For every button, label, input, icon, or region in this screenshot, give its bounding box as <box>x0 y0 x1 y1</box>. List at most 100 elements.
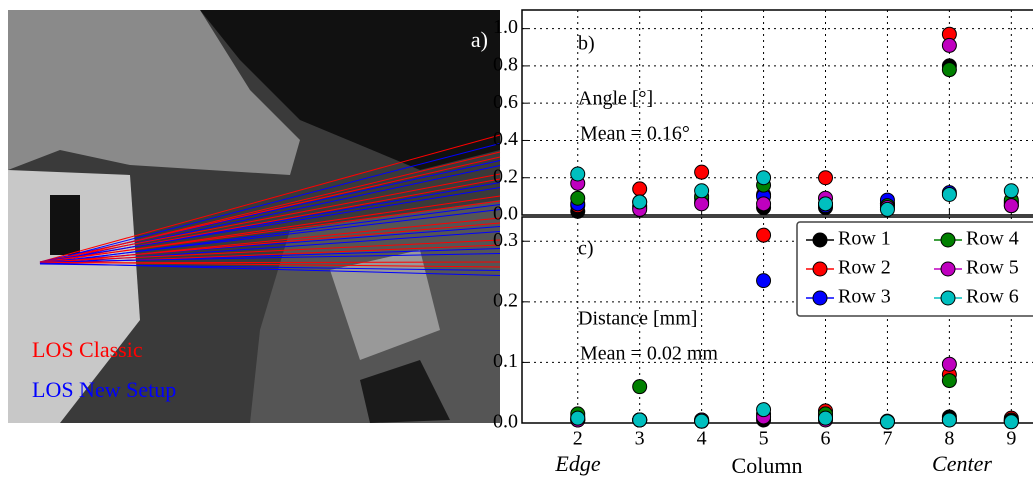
x-tick-label: 5 <box>759 428 769 450</box>
x-tick-label: 6 <box>821 428 831 450</box>
legend-label: Row 4 <box>966 228 1019 250</box>
legend-label: Row 1 <box>838 228 891 250</box>
legend-marker <box>940 261 956 277</box>
x-end-label: Center <box>932 451 992 476</box>
data-point <box>941 37 957 53</box>
data-point <box>941 62 957 78</box>
panel-label: a) <box>471 27 488 52</box>
data-point <box>1003 414 1019 430</box>
legend-label: Row 2 <box>838 257 891 279</box>
data-point <box>879 414 895 430</box>
x-tick-label: 2 <box>573 428 583 450</box>
data-point <box>1003 183 1019 199</box>
y-tick-label: 0.2 <box>493 289 518 311</box>
y-tick-label: 0.4 <box>493 128 518 150</box>
los-line <box>39 261 501 268</box>
data-point <box>941 356 957 372</box>
legend-label: LOS Classic <box>32 337 143 362</box>
image-shape <box>330 250 440 360</box>
chart: 2 3 4 5 6 7 8 9 0.0 0.1 0.2 0.3 <box>493 216 1033 450</box>
data-point <box>694 196 710 212</box>
los-lines <box>39 134 501 276</box>
data-point <box>632 412 648 428</box>
data-point <box>694 183 710 199</box>
data-point <box>818 196 834 212</box>
data-point <box>632 379 648 395</box>
data-point <box>570 166 586 182</box>
chart: 0.0 0.2 0.4 0.6 0.8 1.0 <box>493 9 1033 225</box>
data-point <box>756 196 772 212</box>
data-point <box>941 187 957 202</box>
data-point <box>756 402 772 418</box>
image-shape <box>50 195 80 255</box>
axes-frame <box>521 9 1033 216</box>
los-line <box>39 187 501 263</box>
y-tick-label: 0.8 <box>493 54 518 76</box>
data-point <box>756 227 772 243</box>
legend-label: Row 3 <box>838 286 891 308</box>
data-point <box>632 181 648 197</box>
panel-label: b) <box>578 33 595 55</box>
y-tick-label: 0.6 <box>493 91 518 113</box>
legend-marker <box>812 290 828 306</box>
annotation: Mean = 0.16° <box>580 123 690 145</box>
legend: Row 1 Row 2 Row 3 Row 4 Row 5 Row 6 <box>796 221 1033 317</box>
legend-marker <box>812 232 828 248</box>
y-tick-label: 0.0 <box>493 203 518 225</box>
legend-label: Row 6 <box>966 286 1019 308</box>
x-tick-label: 4 <box>697 428 707 450</box>
data-point <box>694 413 710 429</box>
los-line <box>39 134 501 263</box>
los-line <box>39 200 501 263</box>
data-point <box>570 190 586 206</box>
los-line <box>39 143 501 264</box>
x-axis-label: Column <box>732 453 803 478</box>
x-tick-label: 9 <box>1006 428 1016 450</box>
image-shape <box>200 10 500 170</box>
image-shape <box>8 10 300 175</box>
x-end-label: Edge <box>554 451 600 476</box>
data-point <box>818 170 834 186</box>
legend-label: LOS New Setup <box>32 377 176 402</box>
data-point <box>879 201 895 217</box>
legend-marker <box>812 261 828 277</box>
annotation: Distance [mm] <box>578 308 697 330</box>
panel-label: c) <box>578 238 594 260</box>
data-point <box>1003 198 1019 214</box>
x-tick-label: 7 <box>882 428 892 450</box>
y-tick-label: 1.0 <box>493 16 518 38</box>
legend-label: Row 5 <box>966 257 1019 279</box>
image-shape <box>8 170 140 423</box>
y-tick-label: 0.0 <box>493 411 518 433</box>
data-point <box>694 164 710 180</box>
data-point <box>570 410 586 426</box>
legend-marker <box>940 290 956 306</box>
data-point <box>632 194 648 210</box>
data-point <box>941 412 957 428</box>
los-line <box>39 209 501 264</box>
x-tick-label: 8 <box>944 428 954 450</box>
data-point <box>756 170 772 186</box>
y-tick-label: 0.2 <box>493 165 518 187</box>
image-shape <box>360 360 450 423</box>
legend-marker <box>940 232 956 248</box>
los-line <box>39 262 501 276</box>
legend-box <box>796 221 1033 317</box>
los-line <box>39 239 501 263</box>
los-line <box>39 222 501 264</box>
annotation: Mean = 0.02 mm <box>580 343 718 365</box>
los-line <box>39 173 501 263</box>
data-point <box>818 410 834 426</box>
data-point <box>756 273 772 289</box>
axes-frame <box>521 216 1033 424</box>
data-point <box>941 373 957 389</box>
y-tick-label: 0.1 <box>493 350 518 372</box>
los-line <box>39 156 501 264</box>
x-tick-label: 3 <box>635 428 645 450</box>
plots: 0.0 0.2 0.4 0.6 0.8 1.0 2 3 4 5 6 7 8 9 0.0 0.1 0.2 0.3 Ro… <box>493 9 1033 450</box>
y-tick-label: 0.3 <box>493 229 518 251</box>
los-line <box>39 253 501 263</box>
annotation: Angle [°] <box>578 88 653 110</box>
rendered-image: a) LOS Classic LOS New Setup <box>8 10 501 423</box>
